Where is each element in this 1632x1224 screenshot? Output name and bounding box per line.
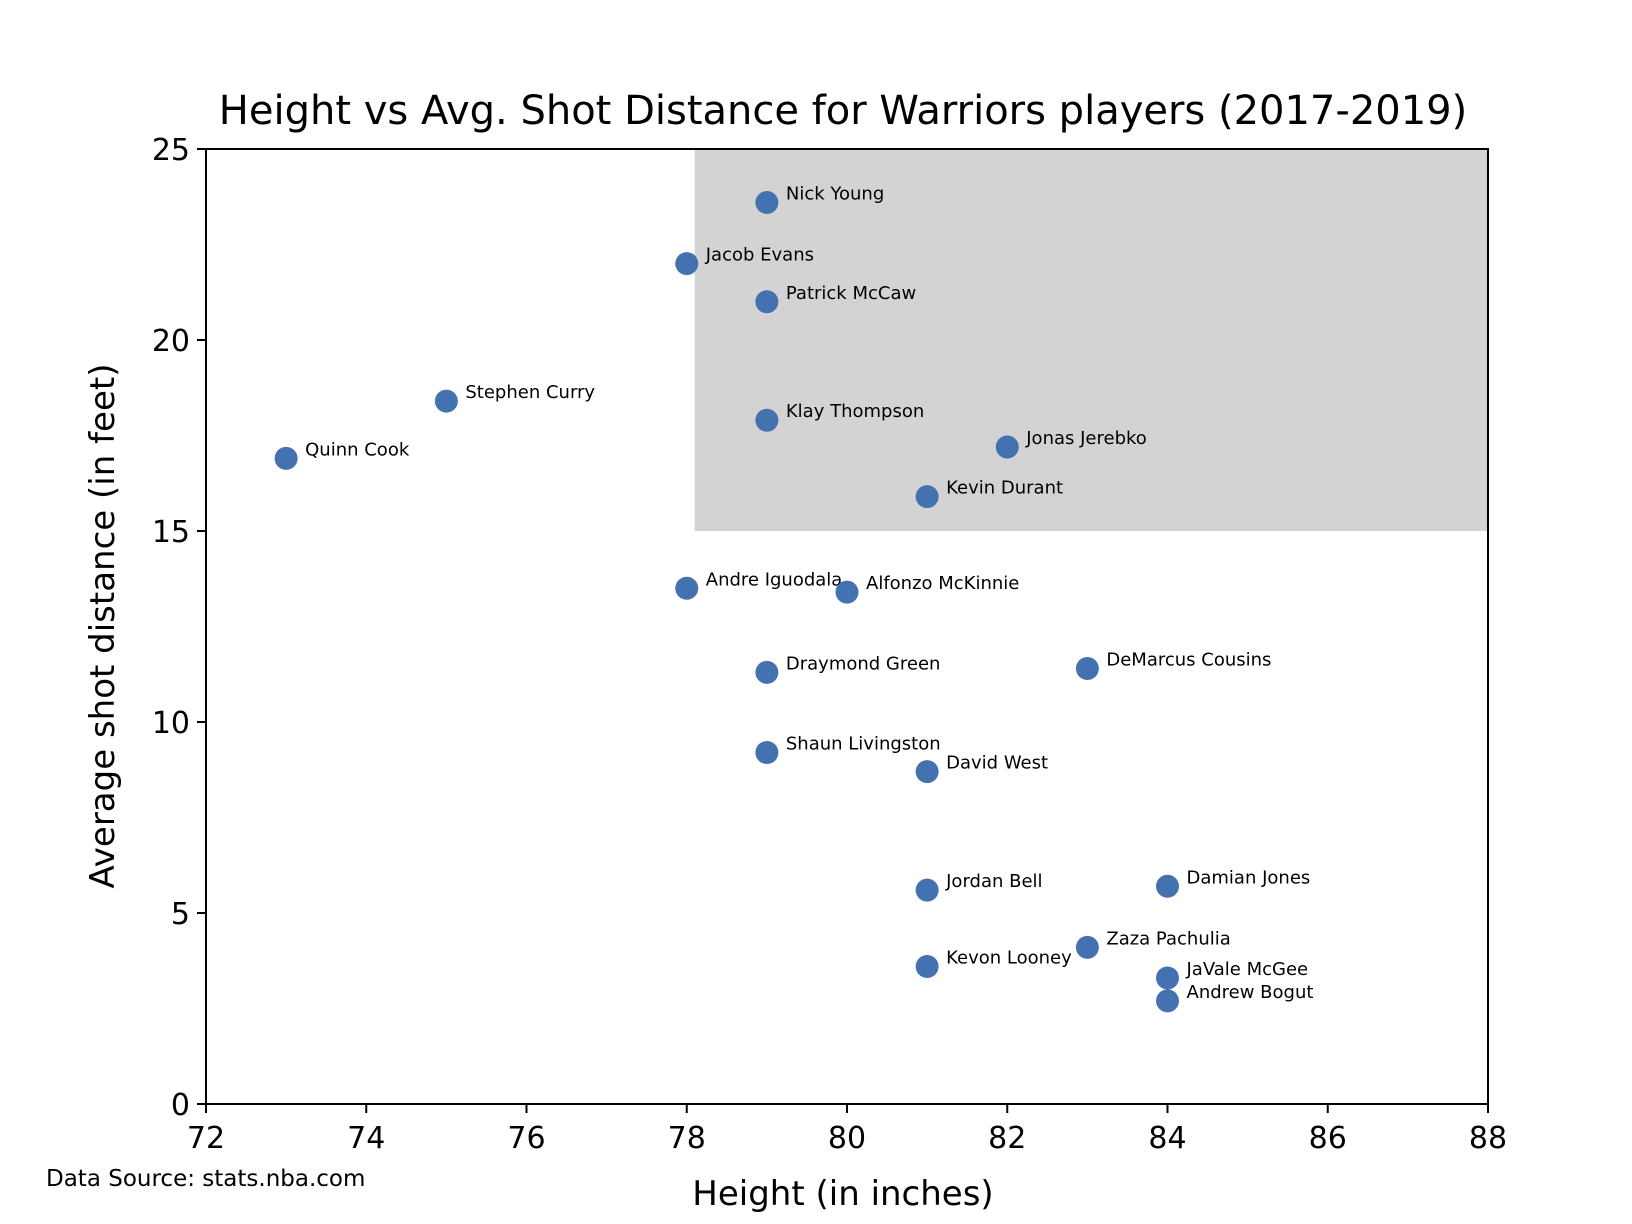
- data-point-label: Draymond Green: [786, 653, 941, 674]
- data-point-label: Shaun Livingston: [786, 734, 941, 755]
- y-tick-label: 20: [152, 324, 190, 359]
- data-point: [915, 485, 939, 509]
- y-tick-label: 10: [152, 706, 190, 741]
- data-point-label: Jordan Bell: [945, 871, 1042, 892]
- x-tick-label: 84: [1148, 1121, 1186, 1156]
- data-point: [755, 290, 779, 314]
- data-point: [995, 435, 1019, 459]
- x-tick-label: 88: [1469, 1121, 1507, 1156]
- data-point: [1075, 657, 1099, 681]
- data-point-label: Andrew Bogut: [1187, 982, 1314, 1003]
- data-point-label: Kevin Durant: [946, 478, 1063, 499]
- data-point: [915, 878, 939, 902]
- points-layer: Nick Young Jacob Evans Patrick McCaw Stephe…: [274, 183, 1314, 1013]
- y-tick-label: 5: [171, 897, 190, 932]
- data-point: [835, 580, 859, 604]
- highlight-region: [694, 149, 1488, 531]
- x-tick-label: 74: [347, 1121, 385, 1156]
- data-point: [1075, 935, 1099, 959]
- data-point-label: Nick Young: [786, 183, 884, 204]
- y-axis-label: Average shot distance (in feet): [83, 364, 123, 889]
- data-point: [434, 389, 458, 413]
- data-point: [755, 741, 779, 765]
- data-point-label: Andre Iguodala: [706, 569, 843, 590]
- y-tick-label: 25: [152, 133, 190, 168]
- y-tick-label: 0: [171, 1088, 190, 1123]
- x-tick-label: 78: [668, 1121, 706, 1156]
- data-point-label: Stephen Curry: [465, 382, 595, 403]
- data-point: [755, 190, 779, 214]
- data-point-label: Klay Thompson: [786, 401, 924, 422]
- data-point-label: DeMarcus Cousins: [1106, 650, 1271, 671]
- data-point: [1156, 989, 1179, 1013]
- data-point-label: Patrick McCaw: [786, 283, 916, 304]
- data-point-label: Kevon Looney: [946, 947, 1072, 968]
- data-point: [675, 576, 699, 600]
- x-axis-label: Height (in inches): [692, 1174, 993, 1214]
- x-tick-label: 80: [828, 1121, 866, 1156]
- data-point: [274, 446, 298, 470]
- data-point: [915, 760, 939, 784]
- data-point-label: JaVale McGee: [1186, 959, 1309, 980]
- data-point: [1156, 874, 1179, 898]
- data-point-label: Alfonzo McKinnie: [866, 573, 1019, 594]
- x-tick-label: 76: [507, 1121, 545, 1156]
- data-point: [755, 408, 779, 432]
- data-point-label: Damian Jones: [1187, 867, 1311, 888]
- data-point: [1156, 966, 1179, 990]
- chart-title: Height vs Avg. Shot Distance for Warrior…: [219, 88, 1467, 134]
- x-tick-label: 72: [187, 1121, 225, 1156]
- data-point-label: Jacob Evans: [705, 245, 814, 266]
- data-point-label: Quinn Cook: [305, 439, 410, 460]
- data-point-label: Jonas Jerebko: [1025, 428, 1147, 449]
- axes-layer: 72 74 76 78 80 82 84 86 88 0 5 10 15 20 25: [152, 133, 1507, 1156]
- highlight-region-layer: [694, 149, 1488, 531]
- x-tick-label: 86: [1309, 1121, 1347, 1156]
- data-source-note: Data Source: stats.nba.com: [46, 1166, 365, 1192]
- data-point: [755, 660, 779, 684]
- data-point-label: Zaza Pachulia: [1106, 928, 1230, 949]
- data-point-label: David West: [946, 753, 1048, 774]
- x-tick-label: 82: [988, 1121, 1026, 1156]
- y-tick-label: 15: [152, 515, 190, 550]
- data-point: [915, 954, 939, 978]
- data-point: [675, 252, 699, 276]
